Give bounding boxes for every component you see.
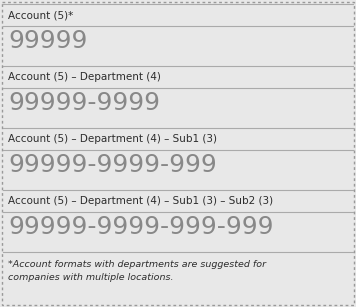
Text: 99999-9999-999-999: 99999-9999-999-999 (8, 215, 273, 239)
Text: Account (5)*: Account (5)* (8, 10, 73, 20)
Text: Account (5) – Department (4) – Sub1 (3): Account (5) – Department (4) – Sub1 (3) (8, 134, 217, 144)
Text: 99999-9999: 99999-9999 (8, 91, 160, 115)
Text: 99999-9999-999: 99999-9999-999 (8, 153, 217, 177)
Text: Account (5) – Department (4) – Sub1 (3) – Sub2 (3): Account (5) – Department (4) – Sub1 (3) … (8, 196, 273, 206)
Text: 99999: 99999 (8, 29, 87, 53)
Text: Account (5) – Department (4): Account (5) – Department (4) (8, 72, 161, 82)
Text: *Account formats with departments are suggested for
companies with multiple loca: *Account formats with departments are su… (8, 260, 266, 282)
